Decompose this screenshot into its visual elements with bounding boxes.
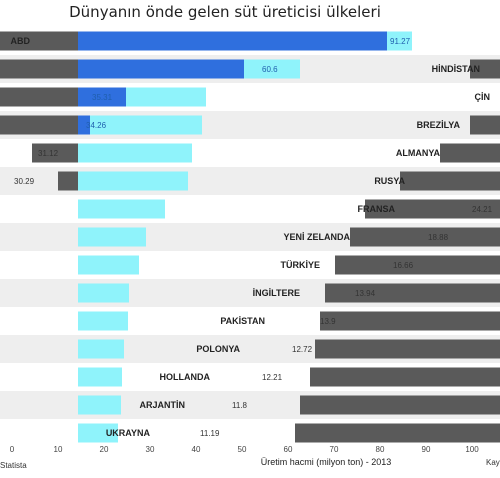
highlight-bar	[78, 283, 129, 303]
right-dark-bar	[440, 143, 500, 163]
value-label: 60.6	[262, 65, 278, 74]
highlight-bar	[78, 171, 188, 191]
category-label: PAKİSTAN	[220, 316, 265, 326]
primary-bar	[78, 87, 126, 107]
x-tick-label: 70	[330, 445, 339, 454]
value-label: 12.72	[292, 345, 313, 354]
left-dark-bar	[0, 31, 78, 51]
value-label: 31.12	[38, 149, 59, 158]
right-dark-bar	[350, 227, 500, 247]
source-left: Statista	[0, 461, 27, 470]
left-dark-bar	[0, 59, 78, 79]
category-label: ARJANTİN	[139, 400, 185, 410]
x-tick-label: 50	[238, 445, 247, 454]
category-label: UKRAYNA	[106, 428, 151, 438]
right-dark-bar	[320, 311, 500, 331]
category-label: RUSYA	[374, 176, 405, 186]
category-label: YENİ ZELANDA	[283, 232, 350, 242]
highlight-bar	[78, 367, 122, 387]
right-dark-bar	[325, 283, 500, 303]
right-dark-bar	[470, 115, 500, 135]
right-dark-bar	[335, 255, 500, 275]
x-axis-label: Üretim hacmi (milyon ton) - 2013	[261, 457, 392, 467]
x-tick-label: 40	[192, 445, 201, 454]
category-label: ALMANYA	[396, 148, 441, 158]
primary-bar	[78, 31, 387, 51]
highlight-bar	[78, 339, 124, 359]
highlight-bar	[78, 227, 146, 247]
right-dark-bar	[365, 199, 500, 219]
highlight-bar	[78, 143, 192, 163]
right-dark-bar	[300, 395, 500, 415]
left-dark-bar	[0, 115, 78, 135]
left-dark-bar	[0, 87, 78, 107]
category-label: ÇİN	[475, 92, 491, 102]
right-dark-bar	[295, 423, 500, 443]
source-right: Kaynak	[486, 458, 500, 467]
category-label: BREZİLYA	[417, 120, 461, 130]
left-dark-bar	[32, 143, 78, 163]
value-label: 16.66	[393, 261, 414, 270]
highlight-bar	[78, 311, 128, 331]
x-tick-label: 60	[284, 445, 293, 454]
highlight-bar	[78, 423, 118, 443]
value-label: 34.26	[86, 121, 107, 130]
right-dark-bar	[470, 59, 500, 79]
primary-bar	[78, 115, 90, 135]
highlight-bar	[78, 115, 202, 135]
left-dark-bar	[58, 171, 78, 191]
value-label: 13.9	[320, 317, 336, 326]
category-label: FRANSA	[358, 204, 396, 214]
category-label: HİNDİSTAN	[432, 64, 480, 74]
x-tick-label: 100	[465, 445, 479, 454]
value-label: 35.31	[92, 93, 113, 102]
category-label: ABD	[11, 36, 31, 46]
category-label: POLONYA	[196, 344, 240, 354]
value-label: 11.8	[232, 401, 248, 410]
x-tick-label: 0	[10, 445, 15, 454]
x-tick-label: 90	[422, 445, 431, 454]
value-label: 12.21	[262, 373, 283, 382]
chart-title: Dünyanın önde gelen süt üreticisi ülkele…	[69, 3, 381, 21]
value-label: 91.27	[390, 37, 411, 46]
x-tick-label: 30	[146, 445, 155, 454]
value-label: 18.88	[428, 233, 449, 242]
x-tick-label: 20	[100, 445, 109, 454]
value-label: 24.21	[472, 205, 493, 214]
x-tick-label: 10	[54, 445, 63, 454]
right-dark-bar	[310, 367, 500, 387]
value-label: 13.94	[355, 289, 376, 298]
category-label: İNGİLTERE	[253, 288, 300, 298]
category-label: HOLLANDA	[160, 372, 211, 382]
highlight-bar	[78, 395, 121, 415]
value-label: 30.29	[14, 177, 35, 186]
right-dark-bar	[315, 339, 500, 359]
category-label: TÜRKİYE	[280, 260, 320, 270]
primary-bar	[78, 59, 244, 79]
right-dark-bar	[400, 171, 500, 191]
highlight-bar	[78, 255, 139, 275]
value-label: 11.19	[200, 429, 220, 438]
x-tick-label: 80	[376, 445, 385, 454]
highlight-bar	[78, 199, 165, 219]
